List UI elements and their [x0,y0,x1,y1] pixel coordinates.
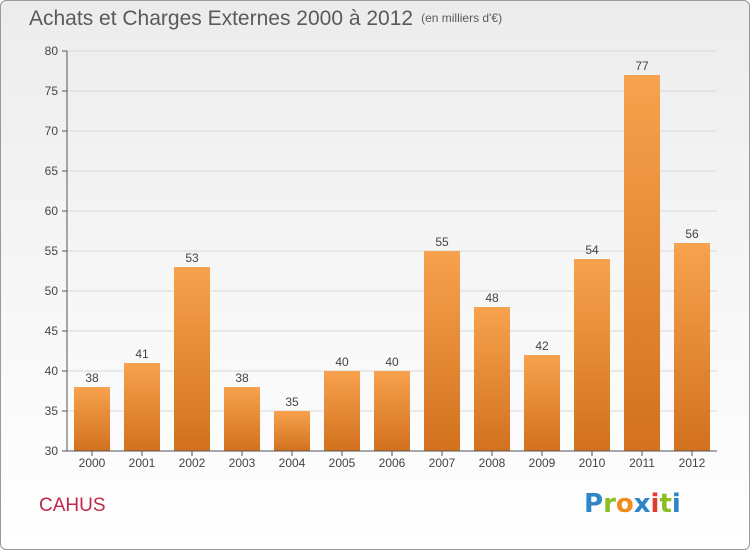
x-tick-label: 2005 [329,456,356,470]
logo-letter: o [615,489,634,519]
logo-letter: t [659,489,672,519]
bar [524,355,560,451]
bar [574,259,610,451]
x-tick-label: 2008 [479,456,506,470]
bar-value-label: 41 [135,347,149,361]
axis-layer: 30 35 40 45 50 55 60 65 70 75 80 2000 2001 2002 2003 20… [45,44,717,470]
logo-letter: i [650,489,660,519]
x-tick-label: 2006 [379,456,406,470]
bar-value-label: 40 [335,355,349,369]
bar-value-label: 38 [235,371,249,385]
y-tick-label: 30 [45,444,59,458]
x-tick-label: 2012 [679,456,706,470]
x-tick-label: 2011 [629,456,655,470]
chart-unit: (en milliers d'€) [421,11,503,25]
bar-value-label: 48 [485,291,499,305]
y-tick-label: 80 [45,44,59,58]
y-tick-label: 75 [45,84,59,98]
bar-value-label: 40 [385,355,399,369]
y-tick-label: 70 [45,124,59,138]
commune-name: CAHUS [39,495,106,516]
bar [474,307,510,451]
chart-title: Achats et Charges Externes 2000 à 2012 (e… [29,7,502,31]
bar [174,267,210,451]
bar [324,371,360,451]
bar-value-label: 77 [635,59,649,73]
x-tick-label: 2007 [429,456,456,470]
bar [374,371,410,451]
y-tick-label: 55 [45,244,59,258]
bar [124,363,160,451]
bar [74,387,110,451]
bar-value-label: 54 [585,243,599,257]
y-tick-label: 50 [45,284,59,298]
bar-value-label: 55 [435,235,449,249]
chart-title-text: Achats et Charges Externes 2000 à 2012 [29,7,414,30]
x-tick-label: 2000 [79,456,106,470]
proxiti-logo[interactable]: Proxiti [584,489,681,519]
logo-letter: x [633,489,651,519]
logo-letter: i [671,489,681,519]
bar [674,243,710,451]
bar-value-label: 35 [285,395,299,409]
bar-value-label: 53 [185,251,199,265]
bar [424,251,460,451]
y-tick-label: 45 [45,324,59,338]
y-tick-label: 60 [45,204,59,218]
x-tick-label: 2009 [529,456,556,470]
bar [224,387,260,451]
bar [624,75,660,451]
x-tick-label: 2001 [129,456,156,470]
x-tick-label: 2004 [279,456,306,470]
bar-value-label: 38 [85,371,99,385]
bar-value-label: 42 [535,339,549,353]
bar-value-label: 56 [685,227,699,241]
y-tick-label: 40 [45,364,59,378]
bar [274,411,310,451]
x-tick-label: 2010 [579,456,606,470]
x-tick-label: 2003 [229,456,256,470]
logo-letter: r [603,489,616,519]
x-tick-label: 2002 [179,456,206,470]
bar-layer: 38 41 53 38 35 40 40 55 48 42 54 77 56 [74,59,710,451]
logo-letter: P [584,489,604,519]
y-tick-label: 35 [45,404,59,418]
y-tick-label: 65 [45,164,59,178]
